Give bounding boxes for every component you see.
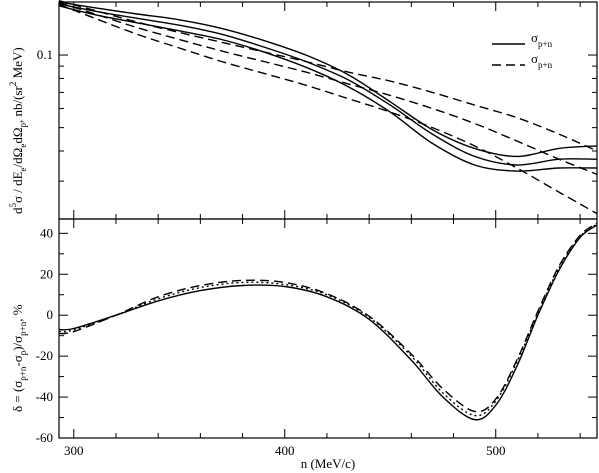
top-series-3-solid <box>58 5 598 172</box>
top-y-tick-label: 0.1 <box>37 47 53 62</box>
top-y-axis-label: d5σ / dEe/dΩedΩp, nb/(sr2 MeV) <box>8 47 28 214</box>
top-series-5-dashed <box>58 1 598 176</box>
bottom-y-tick-label: 20 <box>40 266 53 281</box>
x-tick-label: 400 <box>275 443 295 458</box>
top-series-4-dashed <box>58 0 598 152</box>
bottom-series-1-solid <box>58 224 598 421</box>
bottom-y-tick-label: -20 <box>36 348 53 363</box>
bottom-y-tick-label: -40 <box>36 389 53 404</box>
x-tick-label: 300 <box>64 443 84 458</box>
x-tick-label: 500 <box>486 443 506 458</box>
legend: σp+n σp+n <box>492 30 553 70</box>
top-panel-series <box>58 0 598 215</box>
x-axis-label: n (MeV/c) <box>301 456 356 471</box>
bottom-y-tick-label: 0 <box>47 307 54 322</box>
legend-entry-2: σp+n <box>531 51 553 70</box>
bottom-axis-ticks: 300 400 500 -60 -40 -20 0 20 40 <box>36 219 597 458</box>
bottom-panel-series <box>58 222 598 421</box>
bottom-y-axis-label: δ = (σp+n-σp)/σp+n, % <box>10 304 28 412</box>
bottom-series-3-dotted <box>58 223 598 417</box>
legend-entry-1: σp+n <box>531 30 553 49</box>
top-series-6-dashed <box>58 3 598 215</box>
bottom-panel-frame <box>58 218 598 439</box>
bottom-y-tick-label: 40 <box>40 225 53 240</box>
top-series-2-solid <box>58 3 598 166</box>
bottom-y-tick-label: -60 <box>36 430 53 445</box>
top-series-1-solid <box>58 1 598 158</box>
top-y-ticks: 0.1 <box>37 2 597 219</box>
bottom-series-2-dashed <box>58 222 598 413</box>
